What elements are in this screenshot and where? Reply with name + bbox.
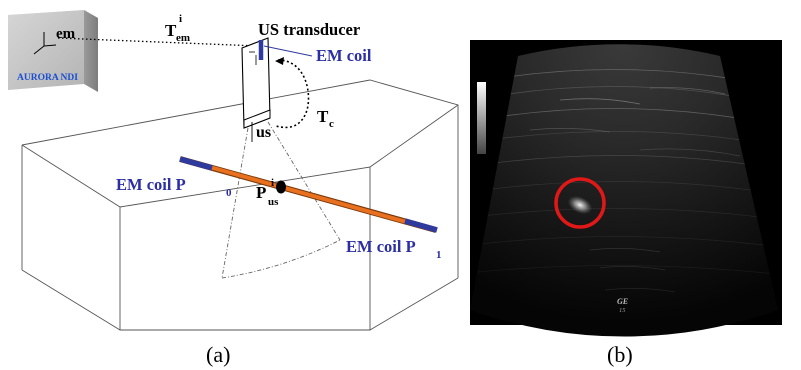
phantom-box-top-left [21,144,121,208]
em-frame-label: em [56,26,76,42]
panel-b: GE 15 (b) [470,40,782,367]
needle-coil-p0 [179,156,213,171]
em-field-generator: em AURORA NDI [8,10,98,92]
needle-echo-spot [567,195,593,215]
phantom-box-top-right [369,104,459,168]
highlight-circle [554,177,606,229]
us-frame-label: us [256,124,271,141]
t-em-label: T [165,21,177,40]
us-transducer-label: US transducer [258,20,360,39]
phantom-box-bottom-right [369,277,459,331]
phantom-box-top-back [21,79,459,190]
t-c-subscript: c [329,118,334,130]
em-coil-p1-label: EM coil P [346,237,416,256]
panel-b-caption: (b) [607,342,633,367]
em-axis-left [33,45,45,55]
phantom-box-bottom-left [21,269,121,331]
ge-marker-line2: 15 [619,307,626,314]
em-coil-p0-label: EM coil P [116,175,186,194]
em-axis-right [43,44,57,47]
t-c-label: T [317,107,329,126]
em-coil-p1-subscript: 1 [436,249,442,261]
em-coil-transducer-label: EM coil [316,46,372,65]
p-us-superscript: i [271,177,274,189]
em-box-front [8,10,84,90]
needle-target-point [276,180,286,194]
us-plane-right-edge [267,121,341,241]
us-transducer [241,37,313,129]
grayscale-bar [477,82,486,154]
aurora-ndi-label: AURORA NDI [17,73,78,83]
needle-coil-p1 [404,218,438,233]
us-plane-left-edge [221,127,249,279]
us-plane-arc [221,239,341,279]
ultrasound-fan [470,44,778,337]
p-us-label: P [256,183,266,202]
us-imaging-plane [221,121,341,279]
t-c-arrowhead-top [275,57,284,65]
phantom-box [21,79,459,331]
needle-shaft-fill [180,157,436,232]
p-us-subscript: us [268,196,279,208]
t-em-subscript: em [176,32,190,44]
panel-a: em AURORA NDI T i em [8,10,459,367]
needle [179,156,438,233]
em-box-side [84,10,98,92]
transducer-tip [243,109,271,129]
t-em-superscript: i [179,13,182,25]
ge-marker-line1: GE [617,297,628,306]
t-c-dotted-arrow [275,59,310,129]
panel-a-caption: (a) [206,342,230,367]
transducer-coil-leader [263,45,313,57]
em-coil-p0-subscript: 0 [226,187,232,199]
t-em-dotted-line [57,37,259,47]
ultrasound-speckle [477,69,777,293]
